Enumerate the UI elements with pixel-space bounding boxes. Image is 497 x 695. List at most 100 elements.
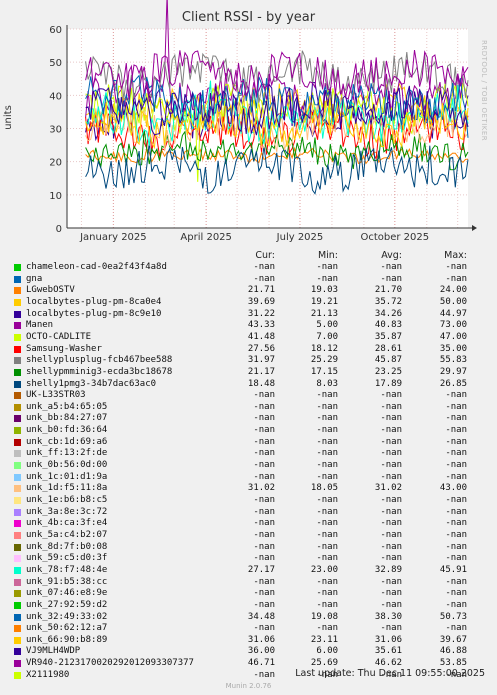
legend-swatch — [14, 520, 21, 528]
legend-cur-value: 46.71 — [247, 658, 275, 669]
legend-series-name: localbytes-plug-pm-8c9e10 — [26, 308, 162, 319]
legend-row: Manen 43.33 5.00 40.83 73.00 — [0, 320, 497, 331]
legend-row: localbytes-plug-pm-8c9e10 31.22 21.13 34.26… — [0, 309, 497, 320]
legend-row: unk_78:f7:48:4e 27.17 23.00 32.89 45.91 — [0, 565, 497, 576]
legend-min-value: -nan — [316, 541, 338, 552]
legend-max-value: -nan — [445, 471, 467, 482]
legend-series-name: unk_cb:1d:69:a6 — [26, 436, 108, 447]
legend-cur-value: 31.97 — [247, 355, 275, 366]
legend-swatch — [14, 345, 21, 353]
legend-max-value: -nan — [445, 599, 467, 610]
legend-row: unk_ff:13:2f:de -nan -nan -nan -nan — [0, 448, 497, 459]
legend-swatch — [14, 660, 21, 668]
legend-row: unk_b0:fd:36:64 -nan -nan -nan -nan — [0, 425, 497, 436]
legend-swatch — [14, 508, 21, 516]
legend-max-value: 47.00 — [439, 331, 467, 342]
legend-min-value: 8.03 — [316, 378, 338, 389]
legend-cur-value: -nan — [253, 588, 275, 599]
legend-avg-value: 46.62 — [374, 658, 402, 669]
legend-max-value: -nan — [445, 273, 467, 284]
legend-cur-value: 21.71 — [247, 285, 275, 296]
legend-min-value: 19.21 — [310, 296, 338, 307]
legend-cur-value: 31.22 — [247, 308, 275, 319]
legend-cur-value: -nan — [253, 390, 275, 401]
series-line-34 — [85, 50, 469, 100]
legend-max-value: -nan — [445, 506, 467, 517]
legend-avg-value: -nan — [380, 413, 402, 424]
x-axis-arrow — [472, 225, 477, 231]
legend-row: shellyplusplug-fcb467bee588 31.97 25.29 45.… — [0, 355, 497, 366]
legend-avg-value: -nan — [380, 273, 402, 284]
legend-cur-value: -nan — [253, 506, 275, 517]
legend-cur-value: -nan — [253, 541, 275, 552]
legend-min-value: 25.69 — [310, 658, 338, 669]
legend-min-value: 19.08 — [310, 611, 338, 622]
legend-max-value: 53.85 — [439, 658, 467, 669]
legend-max-value: -nan — [445, 495, 467, 505]
legend-row: unk_32:49:33:02 34.48 19.08 38.30 50.73 — [0, 612, 497, 623]
legend-max-value: -nan — [445, 425, 467, 436]
legend-swatch — [14, 427, 21, 435]
legend-min-value: 18.12 — [310, 343, 338, 354]
legend-avg-value: -nan — [380, 518, 402, 529]
legend-swatch — [14, 555, 21, 563]
legend-swatch — [14, 473, 21, 481]
legend-max-value: 39.67 — [439, 634, 467, 645]
legend-avg-value: -nan — [380, 588, 402, 599]
legend-avg-value: -nan — [380, 495, 402, 505]
legend-swatch — [14, 497, 21, 504]
legend-series-name: gna — [26, 273, 43, 284]
legend-max-value: 55.83 — [439, 355, 467, 366]
legend-series-name: unk_78:f7:48:4e — [26, 564, 108, 575]
legend-avg-value: 21.70 — [374, 285, 402, 296]
legend-row: unk_a5:b4:65:05 -nan -nan -nan -nan — [0, 402, 497, 413]
legend-min-value: 7.00 — [316, 331, 338, 342]
y-tick-label-3: 30 — [49, 125, 62, 136]
legend-max-value: -nan — [445, 529, 467, 540]
legend-min-value: 25.29 — [310, 355, 338, 366]
legend-max-value: -nan — [445, 390, 467, 401]
last-update: Last update: Thu Dec 11 09:55:00 2025 — [295, 668, 485, 679]
legend-series-name: unk_3a:8e:3c:72 — [26, 506, 108, 517]
legend-avg-value: -nan — [380, 390, 402, 401]
legend-avg-value: -nan — [380, 623, 402, 634]
legend-max-value: 50.00 — [439, 296, 467, 307]
legend-cur-value: -nan — [253, 401, 275, 412]
legend-max-value: 46.88 — [439, 646, 467, 657]
series-line-7 — [85, 109, 469, 161]
legend-min-value: -nan — [316, 436, 338, 447]
legend-max-value: -nan — [445, 588, 467, 599]
legend-row: unk_07:46:e8:9e -nan -nan -nan -nan — [0, 588, 497, 599]
x-tick-label-2: July 2025 — [276, 232, 324, 243]
y-tick-label-1: 10 — [49, 191, 62, 202]
legend-row: unk_8d:7f:b0:08 -nan -nan -nan -nan — [0, 542, 497, 553]
legend-avg-value: -nan — [380, 262, 402, 272]
legend-row: unk_5a:c4:b2:07 -nan -nan -nan -nan — [0, 530, 497, 541]
legend-row: Samsung-Washer 27.56 18.12 28.61 35.00 — [0, 344, 497, 355]
legend-series-name: unk_b0:fd:36:64 — [26, 425, 108, 436]
legend-min-value: -nan — [316, 471, 338, 482]
legend-min-value: -nan — [316, 623, 338, 634]
legend-max-value: -nan — [445, 401, 467, 412]
legend-series-name: unk_ff:13:2f:de — [26, 448, 108, 459]
legend-avg-value: 31.02 — [374, 483, 402, 494]
legend-cur-value: -nan — [253, 448, 275, 459]
legend-series-name: shellypmminig3-ecda3bc18678 — [26, 366, 173, 377]
y-tick-label-6: 60 — [49, 25, 62, 36]
legend-max-value: 44.97 — [439, 308, 467, 319]
legend-avg-value: -nan — [380, 669, 402, 680]
legend-avg-value: 35.72 — [374, 296, 402, 307]
legend-series-name: Manen — [26, 320, 54, 331]
legend-avg-value: 38.30 — [374, 611, 402, 622]
legend-swatch — [14, 275, 21, 283]
legend-series-name: LGwebOSTV — [26, 285, 75, 296]
legend-swatch — [14, 415, 21, 423]
series-line-33 — [85, 81, 469, 136]
legend-min-value: -nan — [316, 529, 338, 540]
legend-row: unk_4b:ca:3f:e4 -nan -nan -nan -nan — [0, 518, 497, 529]
legend-row: VR940-2123170020292012093307377 46.71 25.6… — [0, 658, 497, 669]
legend-swatch — [14, 590, 21, 598]
legend-min-value: -nan — [316, 273, 338, 284]
legend-avg-value: -nan — [380, 599, 402, 610]
legend-avg-value: -nan — [380, 436, 402, 447]
